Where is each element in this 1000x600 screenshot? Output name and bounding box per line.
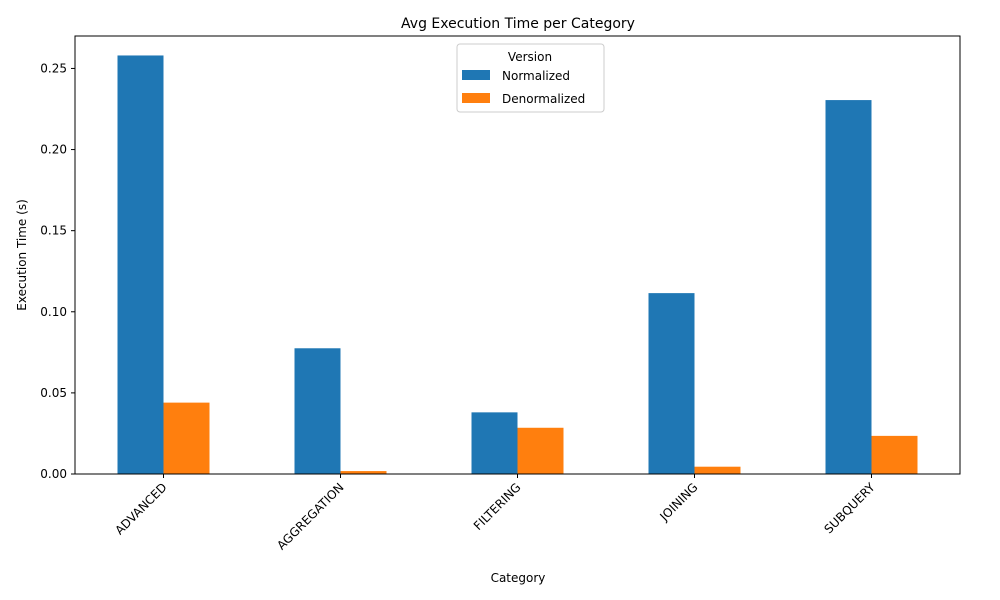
x-tick-label: ADVANCED bbox=[112, 480, 169, 537]
bar-normalized-subquery bbox=[825, 100, 872, 475]
plot-frame bbox=[74, 35, 961, 475]
x-tick-label: AGGREGATION bbox=[274, 480, 346, 552]
legend: Version Normalized Denormalized bbox=[456, 43, 605, 113]
bar-normalized-advanced bbox=[117, 55, 164, 474]
legend-swatch-normalized bbox=[462, 70, 490, 80]
legend-label-normalized: Normalized bbox=[502, 69, 570, 83]
x-axis: ADVANCED AGGREGATION FILTERING JOINING SUBQU… bbox=[112, 474, 878, 553]
legend-title: Version bbox=[508, 50, 552, 64]
y-tick-label: 0.25 bbox=[40, 61, 67, 75]
legend-label-denormalized: Denormalized bbox=[502, 92, 585, 106]
bar-normalized-aggregation bbox=[294, 348, 341, 474]
y-tick-label: 0.20 bbox=[40, 143, 67, 157]
y-tick-label: 0.10 bbox=[40, 305, 67, 319]
chart-title: Avg Execution Time per Category bbox=[401, 16, 635, 32]
y-axis-label: Execution Time (s) bbox=[15, 199, 29, 311]
y-tick-label: 0.05 bbox=[40, 386, 67, 400]
y-axis: 0.00 0.05 0.10 0.15 0.20 0.25 bbox=[40, 61, 75, 481]
x-tick-label: FILTERING bbox=[471, 480, 524, 533]
bar-normalized-joining bbox=[648, 293, 695, 474]
y-tick-label: 0.00 bbox=[40, 467, 67, 481]
bar-denormalized-joining bbox=[694, 466, 741, 474]
bar-normalized-filtering bbox=[471, 412, 518, 474]
bars-group bbox=[117, 55, 918, 475]
bar-denormalized-advanced bbox=[163, 402, 210, 474]
y-tick-label: 0.15 bbox=[40, 224, 67, 238]
bar-denormalized-aggregation bbox=[340, 471, 387, 474]
x-tick-label: JOINING bbox=[657, 480, 701, 524]
bar-denormalized-subquery bbox=[871, 435, 918, 474]
bar-denormalized-filtering bbox=[517, 427, 564, 474]
legend-box bbox=[456, 43, 605, 113]
legend-swatch-denormalized bbox=[462, 93, 490, 103]
x-axis-label: Category bbox=[491, 571, 546, 585]
x-tick-label: SUBQUERY bbox=[822, 480, 879, 537]
